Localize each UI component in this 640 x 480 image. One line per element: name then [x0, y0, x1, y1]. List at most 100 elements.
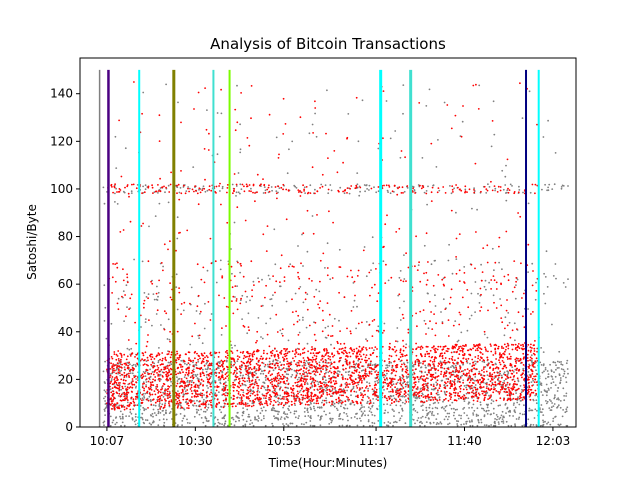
data-point [471, 207, 473, 210]
data-point [523, 404, 525, 407]
data-point [158, 404, 161, 406]
data-point [279, 418, 282, 420]
data-point [499, 370, 501, 373]
data-point [122, 379, 125, 382]
data-point [190, 381, 193, 383]
data-point [407, 331, 410, 334]
data-point [383, 322, 386, 325]
data-point [293, 323, 295, 326]
data-point [314, 379, 317, 382]
data-point [481, 353, 484, 355]
data-point [313, 370, 315, 372]
data-point [437, 362, 440, 365]
data-point [336, 374, 339, 377]
data-point [185, 377, 188, 380]
data-point [472, 399, 475, 402]
data-point [423, 191, 426, 194]
data-point [529, 351, 532, 353]
data-point [493, 386, 495, 388]
data-point [201, 368, 204, 371]
data-point [393, 397, 396, 400]
data-point [232, 381, 235, 384]
data-point [518, 185, 520, 188]
data-point [355, 186, 358, 189]
data-point [268, 278, 271, 280]
data-point [440, 311, 442, 313]
data-point [297, 314, 300, 317]
data-point [553, 403, 556, 405]
data-point [457, 371, 460, 374]
data-point [224, 351, 227, 353]
data-point [241, 400, 244, 402]
data-point [176, 186, 179, 189]
data-point [205, 420, 208, 422]
data-point [334, 382, 336, 385]
data-point [128, 387, 131, 389]
data-point [528, 378, 530, 381]
data-point [109, 374, 112, 377]
data-point [394, 130, 397, 132]
data-point [294, 381, 297, 384]
data-point [178, 395, 181, 397]
data-point [218, 135, 221, 138]
data-point [275, 410, 277, 413]
data-point [511, 329, 514, 332]
data-point [556, 405, 559, 408]
data-point [486, 356, 489, 359]
data-point [522, 191, 524, 194]
data-point [328, 375, 330, 377]
data-point [566, 368, 569, 370]
data-point [124, 186, 126, 189]
data-point [464, 343, 467, 346]
data-point [389, 342, 391, 345]
data-point [295, 371, 298, 374]
data-point [400, 279, 402, 282]
data-point [297, 276, 300, 278]
data-point [183, 359, 185, 362]
data-point [462, 408, 464, 410]
data-point [296, 364, 299, 367]
data-point [342, 375, 344, 377]
data-point [268, 184, 270, 187]
data-point [208, 185, 211, 188]
data-point [510, 387, 513, 390]
data-point [470, 263, 473, 266]
data-point [308, 277, 311, 280]
data-point [505, 420, 508, 423]
data-point [111, 357, 114, 360]
data-point [297, 417, 300, 420]
data-point [359, 387, 361, 389]
data-point [532, 361, 535, 364]
data-point [105, 337, 108, 340]
data-point [559, 382, 561, 385]
data-point [371, 347, 373, 349]
data-point [504, 316, 507, 319]
data-point [506, 399, 509, 402]
data-point [438, 189, 441, 192]
data-point [468, 372, 470, 374]
data-point [518, 416, 521, 419]
data-point [554, 384, 557, 386]
data-point [331, 417, 334, 420]
data-point [463, 266, 466, 268]
data-point [278, 368, 280, 371]
data-point [504, 327, 506, 330]
data-point [368, 382, 371, 385]
data-point [413, 189, 416, 191]
data-point [362, 346, 365, 348]
data-point [206, 409, 209, 411]
data-point [431, 411, 434, 413]
data-point [457, 420, 460, 423]
data-point [156, 384, 159, 386]
data-point [403, 300, 405, 303]
data-point [170, 351, 173, 354]
data-point [383, 412, 386, 414]
data-point [540, 404, 543, 406]
data-point [278, 187, 281, 190]
data-point [163, 421, 166, 424]
data-point [317, 414, 320, 417]
data-point [283, 391, 286, 394]
data-point [441, 366, 444, 369]
data-point [123, 391, 126, 394]
data-point [341, 424, 344, 427]
